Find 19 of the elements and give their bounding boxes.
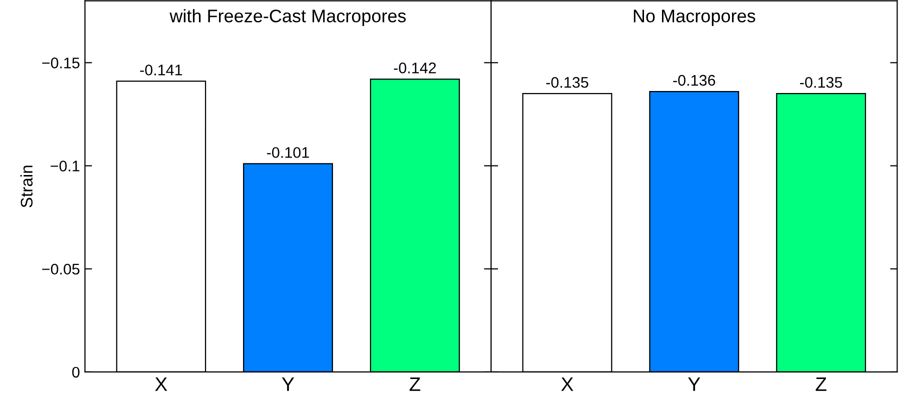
data-label: -0.135 xyxy=(546,76,588,88)
data-label: -0.142 xyxy=(394,62,436,74)
data-label: -0.101 xyxy=(267,147,309,158)
x-tick-label: Y xyxy=(282,378,294,391)
data-label: -0.141 xyxy=(140,64,182,76)
x-tick-label: X xyxy=(561,378,574,391)
data-label: -0.136 xyxy=(673,74,716,86)
y-axis-title: Strain xyxy=(20,166,33,208)
chart-title: No Macropores xyxy=(634,10,756,26)
x-tick-label: X xyxy=(155,378,168,391)
y-tick-label: 0 xyxy=(72,366,80,378)
y-tick-label: −0.1 xyxy=(50,160,80,172)
y-tick-label: −0.05 xyxy=(42,264,80,275)
x-tick-label: Z xyxy=(410,378,420,391)
x-tick-label: Z xyxy=(816,378,826,391)
chart-title: with Freeze-Cast Macropores xyxy=(170,9,406,26)
data-label: -0.135 xyxy=(800,76,842,88)
x-tick-label: Y xyxy=(688,378,700,391)
y-tick-label: −0.15 xyxy=(42,58,80,68)
